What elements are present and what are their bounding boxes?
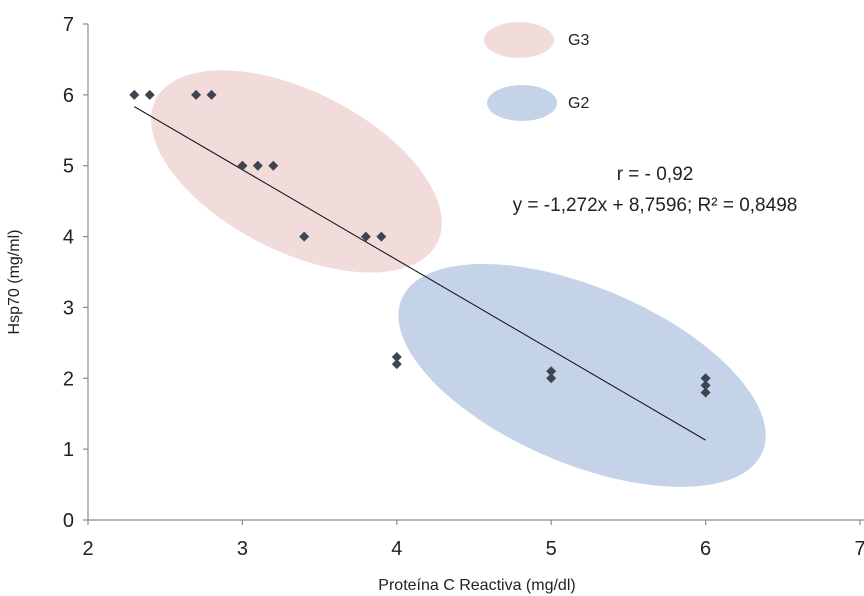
legend-swatch-g3 bbox=[484, 22, 554, 58]
data-point bbox=[391, 352, 402, 363]
data-point bbox=[391, 359, 402, 370]
x-tick-label: 5 bbox=[546, 538, 557, 560]
data-point bbox=[299, 231, 310, 242]
data-point bbox=[237, 160, 248, 171]
x-tick-label: 7 bbox=[854, 538, 864, 560]
y-axis-title: Hsp70 (mg/ml) bbox=[6, 230, 23, 335]
y-tick-label: 4 bbox=[63, 227, 74, 249]
data-point bbox=[700, 387, 711, 398]
legend-swatch-g2 bbox=[487, 85, 557, 121]
y-tick-label: 1 bbox=[63, 439, 74, 461]
data-point bbox=[376, 231, 387, 242]
data-point bbox=[206, 89, 217, 100]
data-point bbox=[360, 231, 371, 242]
x-tick-label: 4 bbox=[391, 538, 402, 560]
data-point bbox=[700, 373, 711, 384]
data-point bbox=[700, 380, 711, 391]
y-tick-label: 5 bbox=[63, 156, 74, 178]
data-point bbox=[144, 89, 155, 100]
data-point bbox=[546, 373, 557, 384]
x-tick-label: 6 bbox=[700, 538, 711, 560]
data-point bbox=[129, 89, 140, 100]
trendline-layer bbox=[134, 106, 706, 441]
ellipse-g2 bbox=[398, 263, 766, 487]
legend-label-g2: G2 bbox=[568, 95, 589, 112]
legend: G3 G2 bbox=[484, 22, 589, 121]
y-tick-label: 7 bbox=[63, 14, 74, 36]
data-point bbox=[546, 366, 557, 377]
data-point bbox=[191, 89, 202, 100]
x-axis-title: Proteína C Reactiva (mg/dl) bbox=[378, 577, 575, 594]
ellipse-g3 bbox=[151, 70, 442, 273]
y-tick-label: 0 bbox=[63, 510, 74, 532]
group-ellipses bbox=[151, 70, 766, 487]
axes: 0 1 2 3 4 5 6 7 2 3 4 5 6 7 bbox=[63, 14, 864, 560]
y-tick-label: 3 bbox=[63, 297, 74, 319]
y-tick-label: 6 bbox=[63, 85, 74, 107]
data-point bbox=[252, 160, 263, 171]
data-point bbox=[268, 160, 279, 171]
legend-label-g3: G3 bbox=[568, 32, 589, 49]
annotation-r: r = - 0,92 bbox=[617, 164, 694, 185]
x-tick-label: 3 bbox=[237, 538, 248, 560]
y-tick-label: 2 bbox=[63, 368, 74, 390]
annotation-equation: y = -1,272x + 8,7596; R² = 0,8498 bbox=[513, 195, 798, 216]
x-tick-label: 2 bbox=[82, 538, 93, 560]
data-points bbox=[129, 89, 711, 398]
trendline bbox=[134, 106, 706, 441]
